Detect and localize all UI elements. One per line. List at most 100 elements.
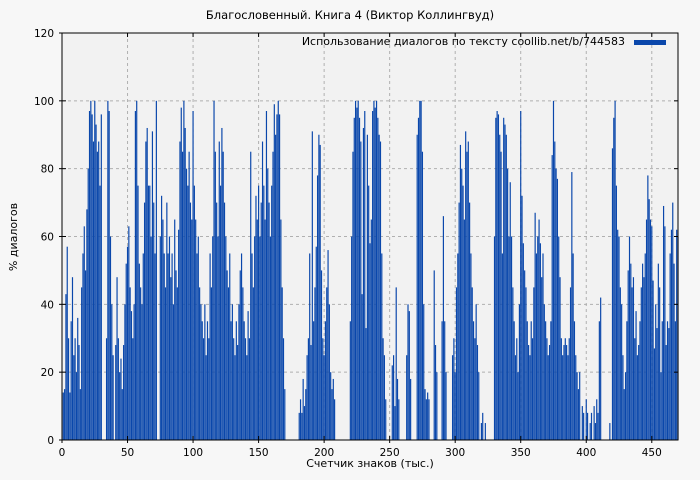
- bar: [327, 250, 329, 440]
- bar: [187, 185, 189, 441]
- bar: [640, 287, 642, 441]
- bar: [252, 287, 254, 441]
- bar: [273, 104, 275, 440]
- bar: [377, 117, 379, 440]
- bar: [176, 287, 178, 441]
- bar: [280, 219, 282, 440]
- bar: [209, 253, 211, 440]
- bar: [552, 100, 555, 440]
- bar: [230, 321, 232, 440]
- bar: [301, 412, 303, 440]
- bar: [482, 412, 484, 440]
- bar: [505, 134, 507, 440]
- bar: [665, 345, 667, 440]
- bar: [181, 151, 184, 440]
- bar: [96, 151, 98, 440]
- bar: [577, 389, 579, 441]
- bar: [672, 202, 674, 440]
- bar: [395, 287, 397, 441]
- bar: [130, 311, 133, 440]
- bar: [567, 355, 569, 440]
- bar: [212, 236, 214, 440]
- bar: [555, 168, 557, 441]
- bar: [529, 355, 531, 440]
- bar: [214, 151, 216, 440]
- bar: [624, 372, 627, 440]
- bar: [175, 270, 177, 440]
- y-tick-label: 40: [41, 299, 54, 311]
- bar: [115, 345, 117, 440]
- bar: [263, 185, 265, 441]
- bar: [495, 117, 497, 440]
- bar: [514, 355, 517, 440]
- bar: [503, 117, 505, 440]
- y-tick-label: 0: [47, 435, 54, 447]
- bar: [306, 355, 308, 440]
- bar: [423, 304, 425, 440]
- bar: [119, 372, 121, 440]
- bar: [366, 134, 368, 440]
- bar: [655, 304, 657, 440]
- bar: [621, 304, 623, 440]
- bar: [546, 338, 548, 440]
- bar: [381, 253, 383, 440]
- bar: [138, 263, 140, 440]
- bar: [444, 321, 446, 440]
- bar: [88, 111, 91, 440]
- bar: [576, 372, 578, 440]
- bar: [668, 328, 670, 440]
- bar: [247, 311, 249, 440]
- bar: [551, 155, 553, 440]
- bar: [516, 338, 518, 440]
- bar: [66, 246, 68, 440]
- bar: [372, 111, 374, 440]
- x-tick-label: 50: [121, 447, 134, 459]
- bar: [541, 277, 543, 440]
- bar: [600, 297, 602, 440]
- bar: [528, 345, 530, 440]
- bar: [71, 277, 74, 440]
- bar: [111, 304, 113, 440]
- bar: [349, 321, 351, 440]
- bar: [277, 100, 279, 440]
- bar: [638, 345, 640, 440]
- bar: [517, 372, 519, 440]
- bar: [441, 321, 443, 440]
- bar: [146, 127, 148, 440]
- bar: [74, 338, 76, 440]
- x-tick-label: 250: [380, 447, 400, 459]
- bar: [545, 321, 547, 440]
- bar: [354, 100, 357, 440]
- bar: [162, 219, 164, 440]
- bar: [154, 253, 156, 440]
- bar: [590, 412, 593, 440]
- bar: [271, 185, 273, 441]
- bar: [313, 321, 315, 440]
- bar: [474, 338, 476, 440]
- bar: [597, 412, 599, 440]
- bar: [497, 114, 500, 441]
- bar: [569, 287, 572, 441]
- bar: [185, 168, 188, 441]
- bar: [465, 131, 467, 441]
- bar: [554, 141, 556, 440]
- bar: [530, 321, 532, 440]
- bar: [73, 355, 75, 440]
- bar: [226, 270, 228, 440]
- bar: [141, 304, 143, 440]
- bar: [358, 117, 361, 440]
- bar: [585, 399, 587, 440]
- bar: [222, 151, 224, 440]
- bar: [172, 304, 174, 440]
- bar: [614, 100, 616, 440]
- bar: [189, 202, 192, 440]
- bar: [589, 423, 591, 440]
- bar: [645, 219, 648, 440]
- bar: [674, 321, 676, 440]
- bar: [406, 355, 408, 440]
- bar: [161, 195, 163, 440]
- bar: [260, 202, 262, 440]
- bar: [320, 270, 323, 440]
- bar: [471, 287, 473, 441]
